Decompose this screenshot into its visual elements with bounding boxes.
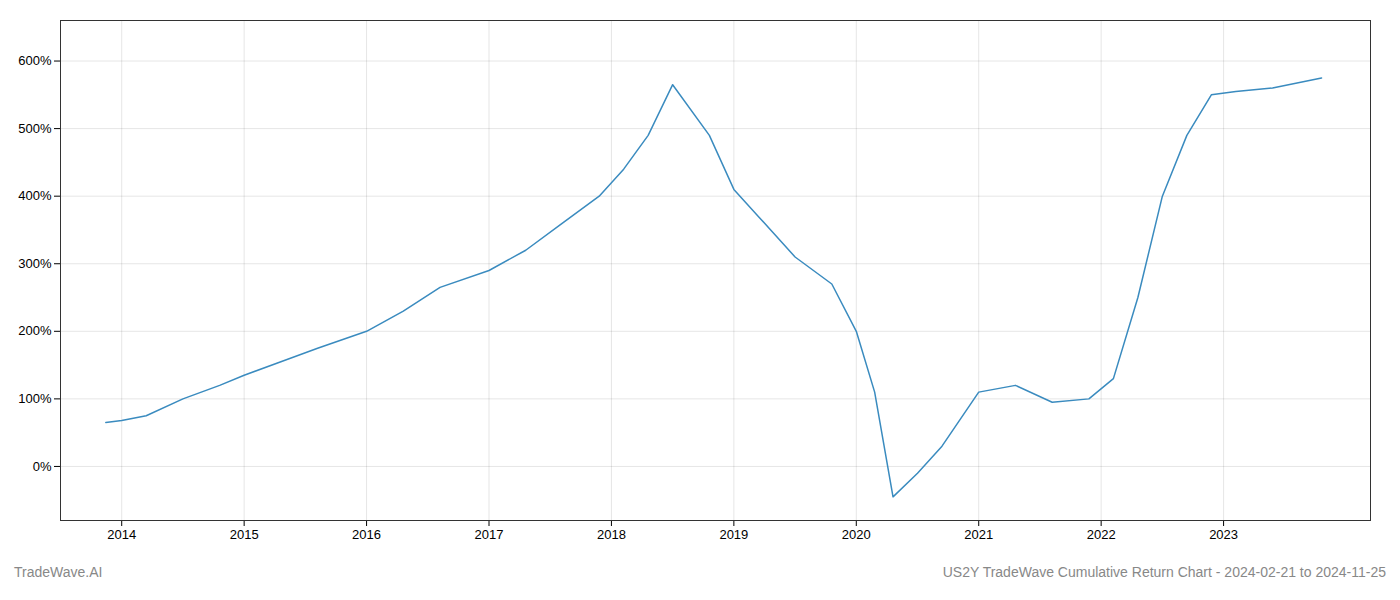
svg-text:2015: 2015 bbox=[230, 527, 259, 542]
svg-text:300%: 300% bbox=[18, 256, 52, 271]
html-text:US2Y TradeWave Cumulative Retu: US2Y TradeWave Cumulative Return Chart -… bbox=[942, 564, 1386, 580]
svg-text:200%: 200% bbox=[18, 323, 52, 338]
svg-text:0%: 0% bbox=[33, 459, 52, 474]
svg-text:2014: 2014 bbox=[107, 527, 136, 542]
svg-text:400%: 400% bbox=[18, 188, 52, 203]
svg-text:2018: 2018 bbox=[597, 527, 626, 542]
svg-text:2019: 2019 bbox=[719, 527, 748, 542]
svg-text:600%: 600% bbox=[18, 53, 52, 68]
svg-text:2021: 2021 bbox=[964, 527, 993, 542]
svg-text:2023: 2023 bbox=[1209, 527, 1238, 542]
html-text:TradeWave.AI: TradeWave.AI bbox=[14, 564, 103, 580]
svg-text:2020: 2020 bbox=[842, 527, 871, 542]
svg-text:2022: 2022 bbox=[1087, 527, 1116, 542]
svg-text:500%: 500% bbox=[18, 121, 52, 136]
svg-text:2016: 2016 bbox=[352, 527, 381, 542]
svg-text:2017: 2017 bbox=[475, 527, 504, 542]
svg-text:100%: 100% bbox=[18, 391, 52, 406]
